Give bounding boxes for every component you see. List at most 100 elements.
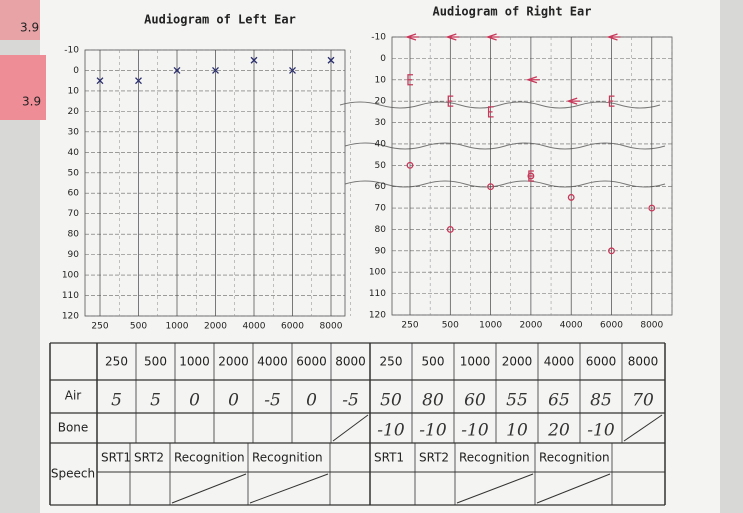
freq-header: 1000 — [460, 355, 491, 369]
marker-bracket — [487, 106, 494, 118]
marker-lt — [525, 76, 540, 84]
air-value: 0 — [189, 391, 200, 411]
marker-o — [567, 193, 575, 201]
y-tick-label: 110 — [62, 291, 79, 301]
x-tick-label: 8000 — [320, 322, 343, 332]
y-tick-label: 30 — [375, 118, 387, 128]
marker-lt — [566, 97, 581, 105]
table-line — [332, 414, 369, 442]
row-label: Speech — [51, 467, 95, 481]
marker-lt — [445, 33, 460, 41]
marker-o — [527, 172, 535, 180]
marker-bracket — [528, 170, 534, 182]
paper — [40, 0, 720, 513]
x-tick-label: 250 — [401, 321, 418, 331]
freq-header: 4000 — [544, 355, 575, 369]
freq-header: 2000 — [502, 355, 533, 369]
y-tick-label: 30 — [68, 127, 80, 137]
air-value: 0 — [228, 391, 239, 411]
x-tick-label: 4000 — [560, 321, 583, 331]
bone-value: -10 — [419, 421, 447, 441]
speech-header: Recognition — [252, 451, 323, 465]
freq-header: 500 — [144, 355, 167, 369]
air-value: -5 — [342, 391, 359, 411]
bone-value: 10 — [506, 421, 528, 441]
freq-header: 250 — [105, 355, 128, 369]
speech-header: Recognition — [459, 451, 530, 465]
table-line — [536, 473, 611, 504]
speech-header: Recognition — [174, 451, 245, 465]
sticky-note — [0, 0, 40, 40]
x-tick-label: 500 — [442, 321, 459, 331]
air-value: 85 — [590, 391, 612, 411]
y-tick-label: 70 — [375, 204, 387, 214]
marker-o — [487, 183, 495, 191]
y-tick-label: 60 — [68, 189, 80, 199]
marker-bracket — [407, 74, 413, 86]
marker-lt — [485, 33, 500, 41]
freq-header: 250 — [380, 355, 403, 369]
y-tick-label: 120 — [62, 312, 79, 322]
marker-o — [608, 247, 615, 255]
speech-header: SRT1 — [101, 451, 131, 465]
y-tick-label: 10 — [68, 86, 80, 96]
table-line — [456, 473, 534, 504]
y-tick-label: -10 — [371, 33, 386, 43]
x-tick-label: 250 — [91, 322, 108, 332]
speech-header: Recognition — [539, 451, 610, 465]
y-tick-label: 100 — [369, 268, 386, 278]
marker-o — [648, 204, 656, 212]
table-line — [249, 473, 329, 504]
marker-o — [446, 226, 454, 233]
y-tick-label: 10 — [375, 75, 387, 85]
marker-x — [250, 56, 258, 64]
speech-header: SRT2 — [419, 451, 449, 465]
audiogram: Audiogram of Right Ear -10 0 10 20 30 40 50 60 70… — [369, 5, 673, 331]
sticky-note — [0, 55, 46, 120]
row-label: Bone — [58, 421, 89, 435]
marker-bracket — [608, 95, 615, 107]
y-tick-label: 50 — [68, 168, 80, 178]
air-value: -5 — [264, 391, 281, 411]
marker-x — [327, 56, 335, 64]
air-value: 5 — [111, 391, 122, 411]
x-tick-label: 2000 — [204, 322, 227, 332]
bone-value: 20 — [547, 421, 570, 441]
bone-value: -10 — [587, 421, 615, 441]
freq-header: 1000 — [179, 355, 210, 369]
y-tick-label: -10 — [64, 46, 79, 56]
air-value: 80 — [422, 391, 444, 411]
air-value: 70 — [632, 391, 654, 411]
freq-header: 8000 — [628, 355, 659, 369]
x-tick-label: 6000 — [281, 322, 304, 332]
freq-header: 8000 — [335, 355, 366, 369]
table-line — [623, 414, 663, 442]
bone-value: -10 — [461, 421, 489, 441]
x-tick-label: 6000 — [600, 321, 623, 331]
x-tick-label: 8000 — [640, 321, 663, 331]
y-tick-label: 60 — [375, 182, 387, 192]
x-tick-label: 500 — [130, 322, 147, 332]
y-tick-label: 40 — [68, 148, 80, 158]
y-tick-label: 90 — [375, 246, 387, 256]
bone-value: -10 — [377, 421, 405, 441]
y-tick-label: 0 — [73, 66, 79, 76]
y-tick-label: 20 — [375, 97, 387, 107]
freq-header: 6000 — [296, 355, 327, 369]
margin-note: 3.9 — [20, 21, 39, 35]
y-tick-label: 80 — [68, 230, 80, 240]
marker-o — [406, 161, 414, 169]
chart-title: Audiogram of Left Ear — [144, 13, 296, 27]
marker-lt — [404, 33, 419, 41]
y-tick-label: 70 — [68, 209, 80, 219]
audiogram: Audiogram of Left Ear -10 0 10 20 30 40 50 60 70 8… — [62, 13, 351, 332]
air-value: 50 — [380, 391, 402, 411]
y-tick-label: 0 — [380, 54, 386, 64]
margin-note: 3.9 — [22, 95, 41, 109]
x-tick-label: 2000 — [519, 321, 542, 331]
y-tick-label: 120 — [369, 311, 386, 321]
marker-lt — [606, 33, 621, 41]
freq-header: 500 — [422, 355, 445, 369]
